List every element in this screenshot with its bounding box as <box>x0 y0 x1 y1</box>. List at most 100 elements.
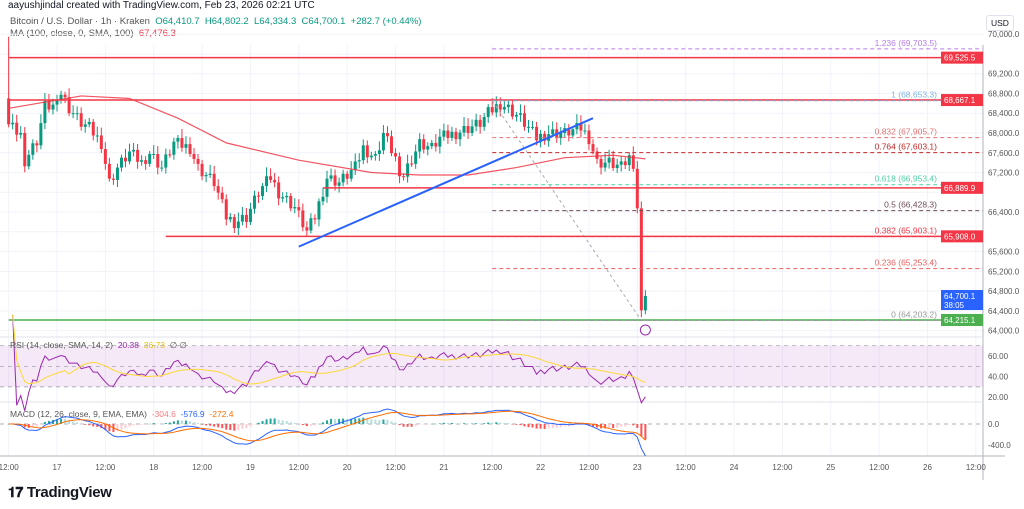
macd-histogram-bar <box>305 424 308 427</box>
macd-histogram-bar <box>297 423 300 425</box>
logo-text: TradingView <box>26 484 112 501</box>
candle-body <box>236 221 240 229</box>
currency-button[interactable]: USD <box>986 15 1014 31</box>
macd-histogram-bar <box>301 424 304 426</box>
candle-body <box>643 296 647 311</box>
rsi-legend[interactable]: RSI (14, close, SMA, 14, 2) 20.38 36.73 … <box>10 340 187 351</box>
macd-histogram-bar <box>535 424 538 429</box>
candle-body <box>337 182 341 186</box>
candle-body <box>55 99 59 105</box>
candle-body <box>107 163 111 179</box>
candle-body <box>365 145 369 158</box>
candle-body <box>23 133 27 167</box>
tradingview-logo[interactable]: 𝟏𝟕 TradingView <box>8 484 112 501</box>
candle-body <box>406 163 410 177</box>
macd-histogram-bar <box>539 424 542 429</box>
macd-histogram-bar <box>96 424 99 427</box>
candle-body <box>111 178 115 180</box>
candle-body <box>168 154 172 156</box>
macd-histogram-bar <box>213 424 216 427</box>
candle-body <box>599 158 603 168</box>
macd-histogram-bar <box>88 424 91 426</box>
macd-histogram-bar <box>245 424 248 429</box>
level-price-badge <box>941 51 983 64</box>
macd-histogram-bar <box>309 424 312 426</box>
candle-body <box>559 133 563 138</box>
candle-body <box>353 161 357 171</box>
time-tick-label: 12:00 <box>95 463 116 472</box>
macd-histogram-bar <box>467 423 470 425</box>
symbol-legend[interactable]: Bitcoin / U.S. Dollar · 1h · Kraken O64,… <box>10 16 421 27</box>
macd-histogram-bar <box>241 424 244 429</box>
macd-histogram-bar <box>604 424 607 429</box>
candle-body <box>124 157 128 162</box>
level-price-badge <box>941 313 983 326</box>
candle-body <box>305 227 309 231</box>
candle-body <box>148 153 152 164</box>
macd-histogram-bar <box>515 424 518 425</box>
macd-histogram-bar <box>233 424 236 431</box>
macd-histogram-bar <box>523 424 526 427</box>
candle-body <box>506 104 510 108</box>
price-tick-label: 70,000.0 <box>988 30 1020 39</box>
candle-body <box>587 130 591 145</box>
macd-histogram-bar <box>160 423 163 425</box>
candle-body <box>474 119 478 127</box>
candle-body <box>438 136 442 147</box>
macd-histogram-bar <box>281 420 284 424</box>
macd-legend[interactable]: MACD (12, 26, close, 9, EMA, EMA) -304.6… <box>10 409 234 419</box>
fib-level-label: 0.764 (67,603.1) <box>875 142 938 152</box>
macd-histogram-bar <box>479 423 482 425</box>
candle-body <box>164 154 168 168</box>
macd-histogram-bar <box>487 422 490 424</box>
macd-histogram-bar <box>354 418 357 424</box>
fib-level-label: 0.236 (65,253.4) <box>875 258 938 268</box>
time-tick-label: 12:00 <box>966 463 987 472</box>
macd-histogram-bar <box>454 423 457 425</box>
candle-body <box>119 157 123 168</box>
candle-body <box>184 144 188 148</box>
candle-body <box>208 173 212 175</box>
macd-histogram-bar <box>511 424 514 425</box>
macd-histogram-bar <box>265 419 268 424</box>
price-tick-label: 64,400.0 <box>988 307 1020 316</box>
time-tick-label: 17 <box>53 463 62 472</box>
price-tick-label: 66,400.0 <box>988 208 1020 217</box>
macd-histogram-bar <box>35 424 38 427</box>
candle-body <box>87 121 91 125</box>
candle-body <box>99 135 103 150</box>
macd-histogram-bar <box>273 418 276 424</box>
macd-histogram-bar <box>136 424 139 426</box>
candle-body <box>176 137 180 142</box>
macd-histogram-bar <box>257 422 260 424</box>
macd-histogram-bar <box>334 418 337 424</box>
candle-body <box>19 133 23 135</box>
level-price-badge-text: 69,525.5 <box>944 54 976 63</box>
symbol-name: Bitcoin / U.S. Dollar · 1h · Kraken <box>10 16 150 27</box>
price-tick-label: 67,600.0 <box>988 149 1020 158</box>
price-tick-label: 69,200.0 <box>988 70 1020 79</box>
macd-histogram-bar <box>56 419 58 424</box>
current-price-badge-text: 64,700.1 <box>944 292 976 301</box>
ma-legend[interactable]: MA (100, close, 0, SMA, 100) 67,476.3 <box>10 28 176 39</box>
time-tick-label: 12:00 <box>579 463 600 472</box>
candle-body <box>333 175 337 186</box>
candle-body <box>47 100 51 110</box>
candle-body <box>220 192 224 200</box>
time-tick-label: 22 <box>536 463 545 472</box>
price-tick-label: 68,400.0 <box>988 109 1020 118</box>
macd-histogram-bar <box>410 424 413 427</box>
macd-histogram-bar <box>321 422 324 424</box>
level-price-badge-text: 66,889.9 <box>944 184 976 193</box>
macd-histogram-bar <box>330 418 333 424</box>
macd-histogram-bar <box>394 422 397 424</box>
candle-body <box>188 144 192 154</box>
price-tick-label: 68,800.0 <box>988 89 1020 98</box>
candle-body <box>522 113 526 127</box>
macd-histogram-bar <box>390 421 393 424</box>
macd-histogram-bar <box>471 423 474 425</box>
rsi-tick-label: 60.00 <box>988 352 1009 361</box>
macd-hist-value: -304.6 <box>151 409 176 419</box>
macd-histogram-bar <box>261 421 264 424</box>
